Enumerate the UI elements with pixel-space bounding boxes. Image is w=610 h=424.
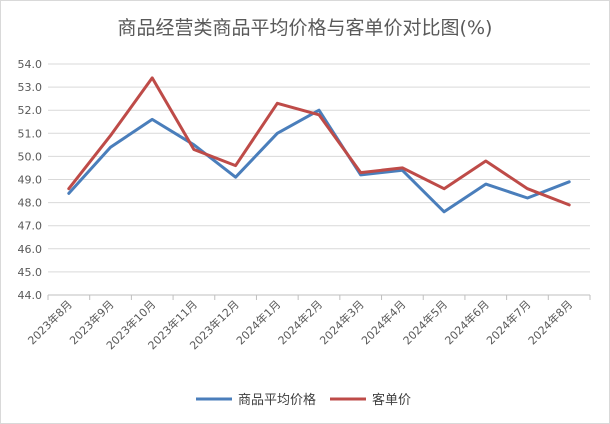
series-line-2 <box>67 76 571 207</box>
y-tick-label: 48.0 <box>18 197 43 210</box>
y-tick-label: 52.0 <box>18 104 43 117</box>
y-tick-label: 44.0 <box>18 289 43 302</box>
y-tick-label: 53.0 <box>18 81 43 94</box>
x-tick-label: 2024年8月 <box>525 297 575 347</box>
y-tick-label: 46.0 <box>18 243 43 256</box>
y-tick-label: 45.0 <box>18 266 43 279</box>
legend-label-2: 客单价 <box>372 392 411 408</box>
legend-label-1: 商品平均价格 <box>238 392 316 408</box>
y-tick-label: 50.0 <box>18 150 43 163</box>
y-tick-label: 49.0 <box>18 174 43 187</box>
y-tick-label: 51.0 <box>18 127 43 140</box>
series-line-1 <box>67 108 571 214</box>
chart-title: 商品经营类商品平均价格与客单价对比图(%) <box>117 17 493 39</box>
y-tick-label: 54.0 <box>18 58 43 71</box>
y-tick-label: 47.0 <box>18 220 43 233</box>
